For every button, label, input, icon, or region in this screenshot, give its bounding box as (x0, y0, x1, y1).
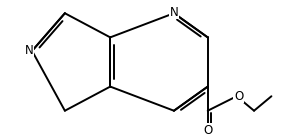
Text: O: O (234, 90, 243, 103)
Text: N: N (25, 44, 34, 57)
Text: O: O (203, 124, 212, 136)
Text: N: N (170, 6, 178, 19)
